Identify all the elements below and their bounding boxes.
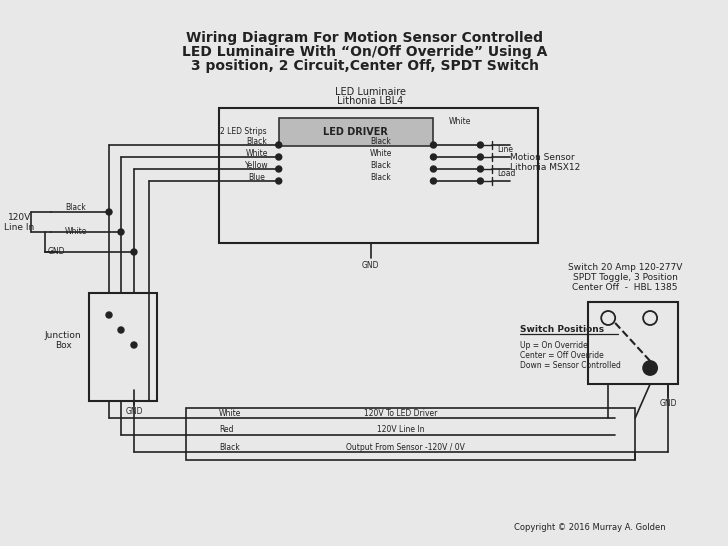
Text: Lithonia LBL4: Lithonia LBL4 [338,96,404,106]
Circle shape [276,166,282,172]
Bar [219,108,538,243]
Circle shape [106,209,112,215]
Text: 3 position, 2 Circuit,Center Off, SPDT Switch: 3 position, 2 Circuit,Center Off, SPDT S… [191,59,539,73]
Circle shape [478,154,483,160]
Circle shape [118,327,124,333]
Text: LED Luminaire: LED Luminaire [335,87,406,97]
Text: GND: GND [125,407,143,417]
Text: Blue: Blue [248,173,265,181]
Bar [588,302,678,384]
Text: GND: GND [47,247,65,257]
Text: Switch Positions: Switch Positions [521,325,604,335]
Text: Line: Line [497,145,513,153]
Text: Center = Off Override: Center = Off Override [521,351,604,359]
Bar [186,408,635,460]
Circle shape [601,311,615,325]
Text: White: White [65,228,87,236]
Text: Line In: Line In [4,223,34,232]
Text: White: White [448,116,471,126]
Text: Black: Black [219,442,240,452]
Text: White: White [219,408,241,418]
Circle shape [430,178,437,184]
Text: Wiring Diagram For Motion Sensor Controlled: Wiring Diagram For Motion Sensor Control… [186,31,543,45]
Text: Copyright © 2016 Murray A. Golden: Copyright © 2016 Murray A. Golden [515,524,666,532]
Circle shape [276,178,282,184]
Text: LED DRIVER: LED DRIVER [323,127,388,137]
Text: Black: Black [246,136,267,145]
Text: Black: Black [66,204,87,212]
Circle shape [643,311,657,325]
Text: Motion Sensor: Motion Sensor [510,153,575,163]
Text: Output From Sensor -120V / 0V: Output From Sensor -120V / 0V [346,442,465,452]
Text: Center Off  -  HBL 1385: Center Off - HBL 1385 [572,283,678,293]
Circle shape [106,312,112,318]
Text: 120V To LED Driver: 120V To LED Driver [364,408,438,418]
Text: Junction: Junction [44,330,82,340]
Circle shape [430,154,437,160]
Text: Lithonia MSX12: Lithonia MSX12 [510,163,581,173]
Text: White: White [245,149,268,157]
Text: GND: GND [660,399,677,407]
Circle shape [478,178,483,184]
Text: Load: Load [497,169,515,177]
Text: Switch 20 Amp 120-277V: Switch 20 Amp 120-277V [568,264,682,272]
Text: White: White [369,149,392,157]
Bar [89,293,157,401]
Text: Black: Black [370,136,391,145]
Text: Red: Red [219,425,233,435]
Text: Black: Black [370,161,391,169]
Circle shape [118,229,124,235]
Text: 120V: 120V [7,213,31,223]
Circle shape [276,142,282,148]
Text: Box: Box [55,341,71,349]
Bar [279,118,433,146]
Circle shape [430,166,437,172]
Text: Black: Black [370,173,391,181]
Circle shape [131,249,137,255]
Text: GND: GND [362,260,379,270]
Text: LED Luminaire With “On/Off Override” Using A: LED Luminaire With “On/Off Override” Usi… [182,45,547,59]
Text: Down = Sensor Controlled: Down = Sensor Controlled [521,360,621,370]
Circle shape [276,154,282,160]
Circle shape [430,142,437,148]
Circle shape [131,342,137,348]
Text: 120V Line In: 120V Line In [377,425,424,435]
Circle shape [478,166,483,172]
Text: 2 LED Strips: 2 LED Strips [220,128,266,136]
Text: SPDT Toggle, 3 Position: SPDT Toggle, 3 Position [573,274,678,282]
Circle shape [643,361,657,375]
Circle shape [478,142,483,148]
Text: Up = On Override: Up = On Override [521,341,588,349]
Text: Yellow: Yellow [245,161,269,169]
